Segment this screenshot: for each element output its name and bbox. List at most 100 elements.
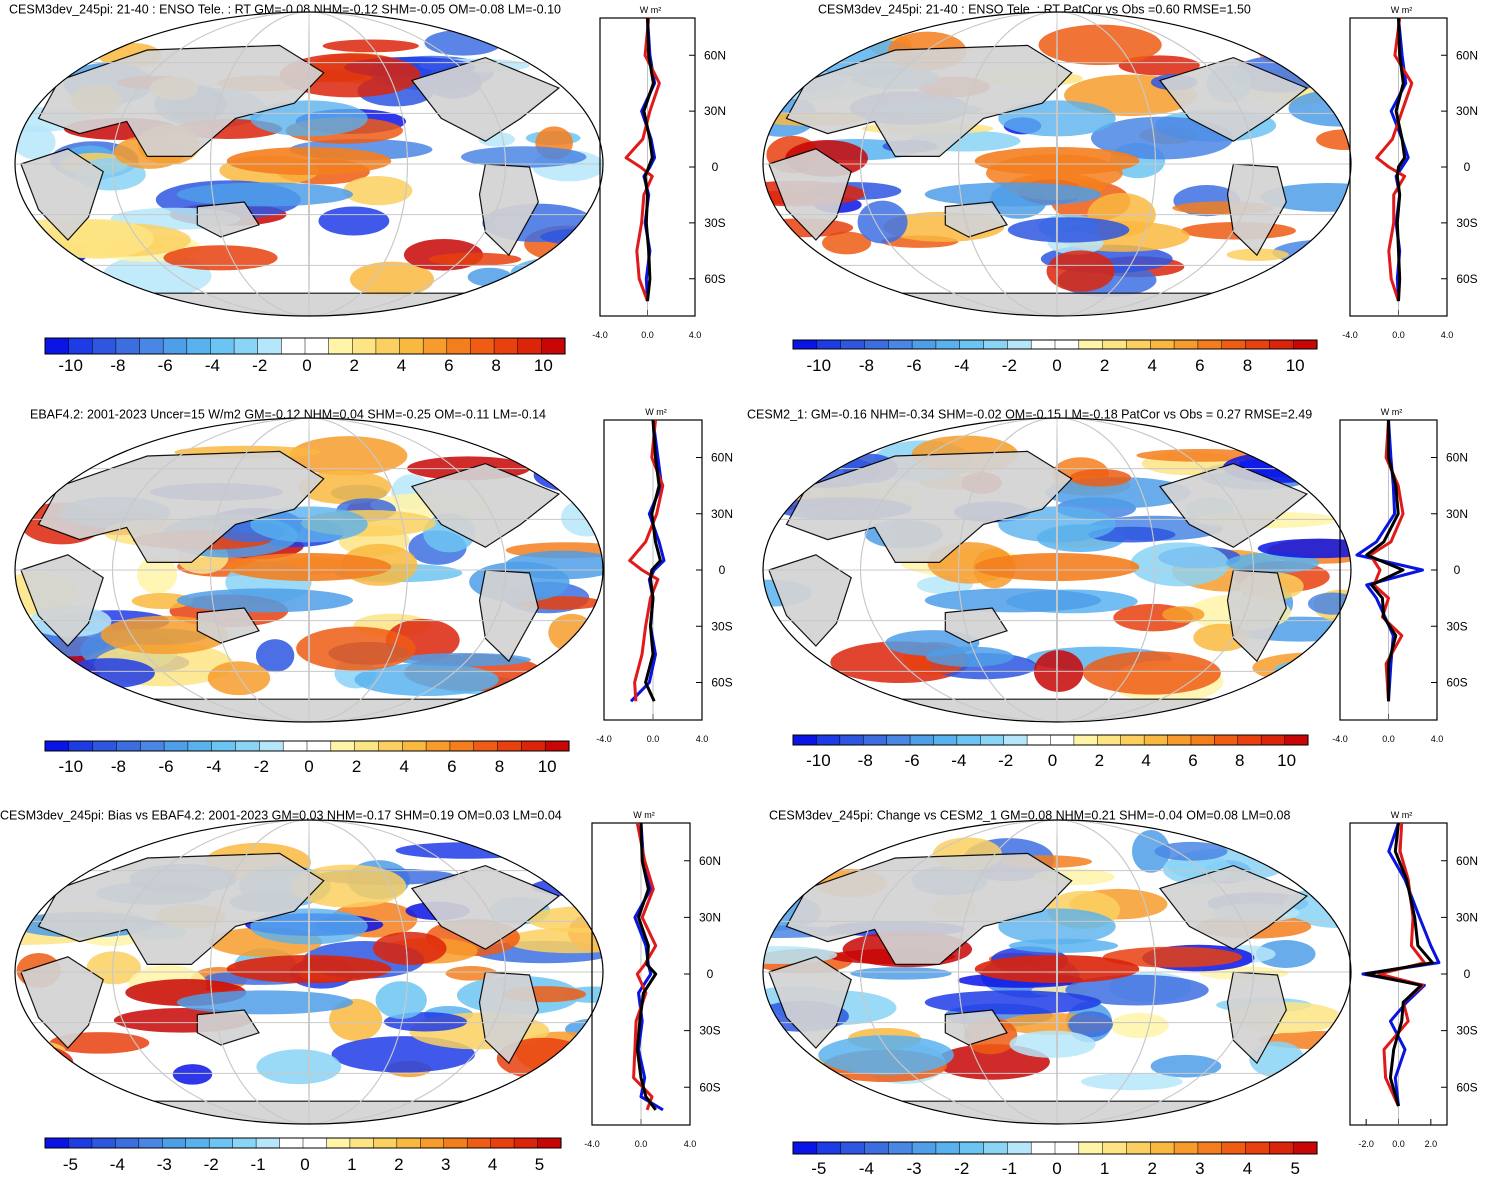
colorbar-label: 2	[1095, 751, 1104, 770]
colorbar-swatch	[1150, 1141, 1175, 1155]
colorbar-swatch	[909, 734, 935, 746]
units-label: W m²	[633, 810, 655, 820]
panel-title: CESM3dev_245pi: Change vs CESM2_1 GM=0.0…	[769, 808, 1291, 822]
colorbar-label: 2	[350, 356, 359, 375]
colorbar-swatch	[1221, 1141, 1247, 1155]
x-tick-label: -4.0	[1342, 330, 1358, 340]
units-label: W m²	[1381, 407, 1403, 417]
colorbar-swatch	[402, 740, 427, 752]
colorbar-swatch	[470, 337, 495, 355]
colorbar-swatch	[1050, 734, 1075, 746]
colorbar: -5 -4 -3 -2 -1 0 1 2 3 4 5	[44, 1137, 562, 1174]
colorbar-swatch	[259, 740, 284, 752]
colorbar-label: -10	[807, 356, 832, 375]
colorbar-label: -6	[158, 356, 173, 375]
panel-p6: CESM3dev_245pi: Change vs CESM2_1 GM=0.0…	[762, 808, 1478, 1177]
x-tick-label: -4.0	[1332, 734, 1348, 744]
colorbar-label: 6	[1195, 356, 1204, 375]
colorbar-label: 2	[394, 1155, 403, 1174]
colorbar-swatch	[864, 339, 889, 350]
colorbar-swatch	[1030, 339, 1056, 350]
colorbar-swatch	[378, 740, 403, 752]
colorbar-swatch	[1269, 1141, 1294, 1155]
panel-p5: CESM3dev_245pi: Bias vs EBAF4.2: 2001-20…	[0, 808, 721, 1174]
zonal-mean-plot: W m² 60N 30N 0 30S 60S -2.0 0.0 2.0	[1349, 810, 1478, 1149]
colorbar-label: 4	[1148, 356, 1157, 375]
colorbar-swatch	[1126, 339, 1151, 350]
colorbar-label: -2	[252, 356, 267, 375]
colorbar-swatch	[816, 734, 841, 746]
colorbar-label: 8	[491, 356, 500, 375]
lat-tick-label: 0	[719, 563, 726, 577]
colorbar-swatch	[116, 740, 141, 752]
colorbar-label: 8	[495, 757, 504, 776]
colorbar-swatch	[1078, 1141, 1104, 1155]
lat-tick-label: 60N	[704, 48, 726, 62]
colorbar-swatch	[187, 740, 213, 752]
colorbar-swatch	[349, 1137, 374, 1149]
panel-title: CESM3dev_245pi: 21-40 : ENSO Tele. : RT …	[818, 2, 1251, 16]
colorbar-label: 2	[1100, 356, 1109, 375]
colorbar-label: 4	[488, 1155, 497, 1174]
colorbar-label: -2	[254, 757, 269, 776]
colorbar-swatch	[446, 337, 472, 355]
zonal-series-model	[633, 822, 664, 1112]
colorbar-swatch	[792, 1141, 818, 1155]
colorbar-label: 10	[534, 356, 553, 375]
colorbar-swatch	[68, 337, 93, 355]
colorbar-swatch	[302, 1137, 328, 1149]
lat-tick-label: 60S	[711, 676, 732, 690]
colorbar-label: -8	[858, 751, 873, 770]
x-tick-label: -4.0	[596, 734, 612, 744]
colorbar-label: -5	[63, 1155, 78, 1174]
colorbar-swatch	[115, 337, 141, 355]
colorbar-label: 8	[1235, 751, 1244, 770]
zonal-mean-plot: W m² 60N 30N 0 30S 60S -4.0 0.0 4.0	[596, 407, 733, 744]
graticule	[15, 418, 603, 722]
lat-tick-label: 0	[707, 967, 714, 981]
colorbar-swatch	[1026, 734, 1052, 746]
graticule	[763, 418, 1351, 722]
colorbar-swatch	[208, 1137, 234, 1149]
colorbar-swatch	[233, 337, 259, 355]
colorbar-swatch	[281, 337, 306, 355]
x-tick-label: 4.0	[696, 734, 709, 744]
map-border	[762, 11, 1352, 317]
colorbar-swatch	[911, 339, 937, 350]
graticule	[15, 12, 603, 316]
colorbar-swatch	[956, 734, 981, 746]
colorbar-swatch	[1143, 734, 1169, 746]
colorbar-swatch	[91, 1137, 116, 1149]
colorbar-swatch	[425, 740, 451, 752]
colorbar-swatch	[1197, 339, 1223, 350]
colorbar-swatch	[1292, 339, 1318, 350]
panel-p3: EBAF4.2: 2001-2023 Uncer=15 W/m2 GM=-0.1…	[14, 407, 733, 776]
x-tick-label: 0.0	[635, 1139, 648, 1149]
colorbar-swatch	[911, 1141, 937, 1155]
colorbar-swatch	[935, 1141, 961, 1155]
zonal-series-mean	[642, 17, 655, 302]
map-border	[762, 819, 1352, 1125]
colorbar-swatch	[373, 1137, 398, 1149]
x-tick-label: 4.0	[1441, 330, 1454, 340]
x-tick-label: 4.0	[684, 1139, 697, 1149]
colorbar-label: 0	[304, 757, 313, 776]
graticule	[763, 12, 1351, 316]
colorbar: -10 -8 -6 -4 -2 0 2 4 6 8 10	[792, 339, 1318, 375]
panel-p4: CESM2_1: GM=-0.16 NHM=-0.34 SHM=-0.02 OM…	[747, 407, 1468, 770]
zonal-series-obs	[628, 419, 665, 702]
colorbar-label: -10	[59, 757, 84, 776]
colorbar-swatch	[235, 740, 260, 752]
lat-tick-label: 0	[712, 160, 719, 174]
colorbar-label: 10	[1286, 356, 1305, 375]
colorbar-label: 4	[1243, 1159, 1252, 1177]
map-robinson	[762, 417, 1352, 723]
colorbar-swatch	[1237, 734, 1262, 746]
map-robinson	[14, 417, 604, 723]
colorbar: -10 -8 -6 -4 -2 0 2 4 6 8 10	[792, 734, 1309, 770]
colorbar-label: 0	[1052, 356, 1061, 375]
zonal-mean-plot: W m² 60N 30N 0 30S 60S -4.0 0.0 4.0	[584, 810, 721, 1149]
colorbar-swatch	[983, 1141, 1008, 1155]
colorbar-swatch	[44, 337, 70, 355]
colorbar-swatch	[466, 1137, 492, 1149]
